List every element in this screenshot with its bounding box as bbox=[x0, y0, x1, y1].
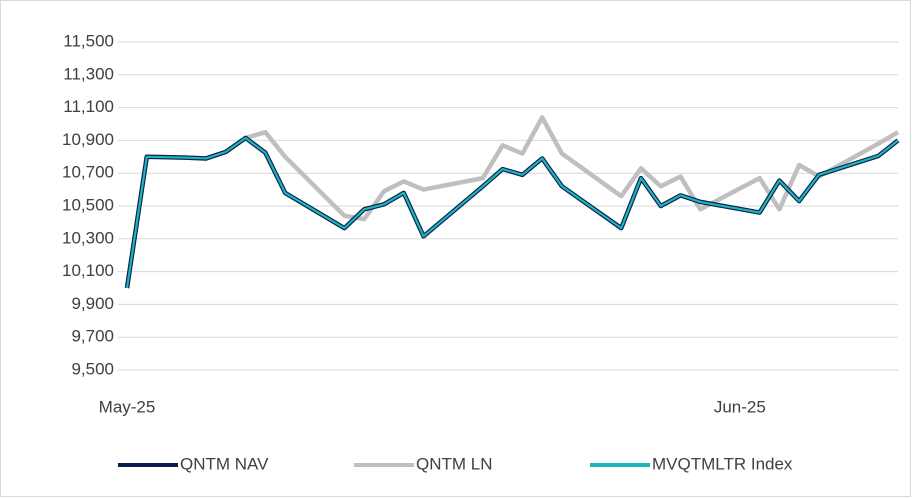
legend-label: QNTM NAV bbox=[180, 454, 269, 473]
y-tick-label: 10,900 bbox=[62, 130, 114, 149]
x-tick-label: May-25 bbox=[99, 397, 156, 416]
y-tick-label: 10,300 bbox=[62, 228, 114, 247]
y-tick-label: 10,700 bbox=[62, 163, 114, 182]
x-tick-label: Jun-25 bbox=[714, 397, 766, 416]
series-line bbox=[125, 136, 899, 289]
y-tick-label: 11,100 bbox=[63, 97, 114, 116]
y-tick-label: 9,500 bbox=[71, 359, 114, 378]
y-tick-label: 9,900 bbox=[71, 294, 114, 313]
y-tick-label: 10,500 bbox=[62, 195, 114, 214]
legend-label: MVQTMLTR Index bbox=[652, 454, 793, 473]
y-tick-label: 11,500 bbox=[63, 31, 114, 50]
y-tick-label: 9,700 bbox=[71, 327, 114, 346]
y-tick-label: 10,100 bbox=[62, 261, 114, 280]
legend-label: QNTM LN bbox=[416, 454, 493, 473]
y-tick-label: 11,300 bbox=[63, 64, 114, 83]
